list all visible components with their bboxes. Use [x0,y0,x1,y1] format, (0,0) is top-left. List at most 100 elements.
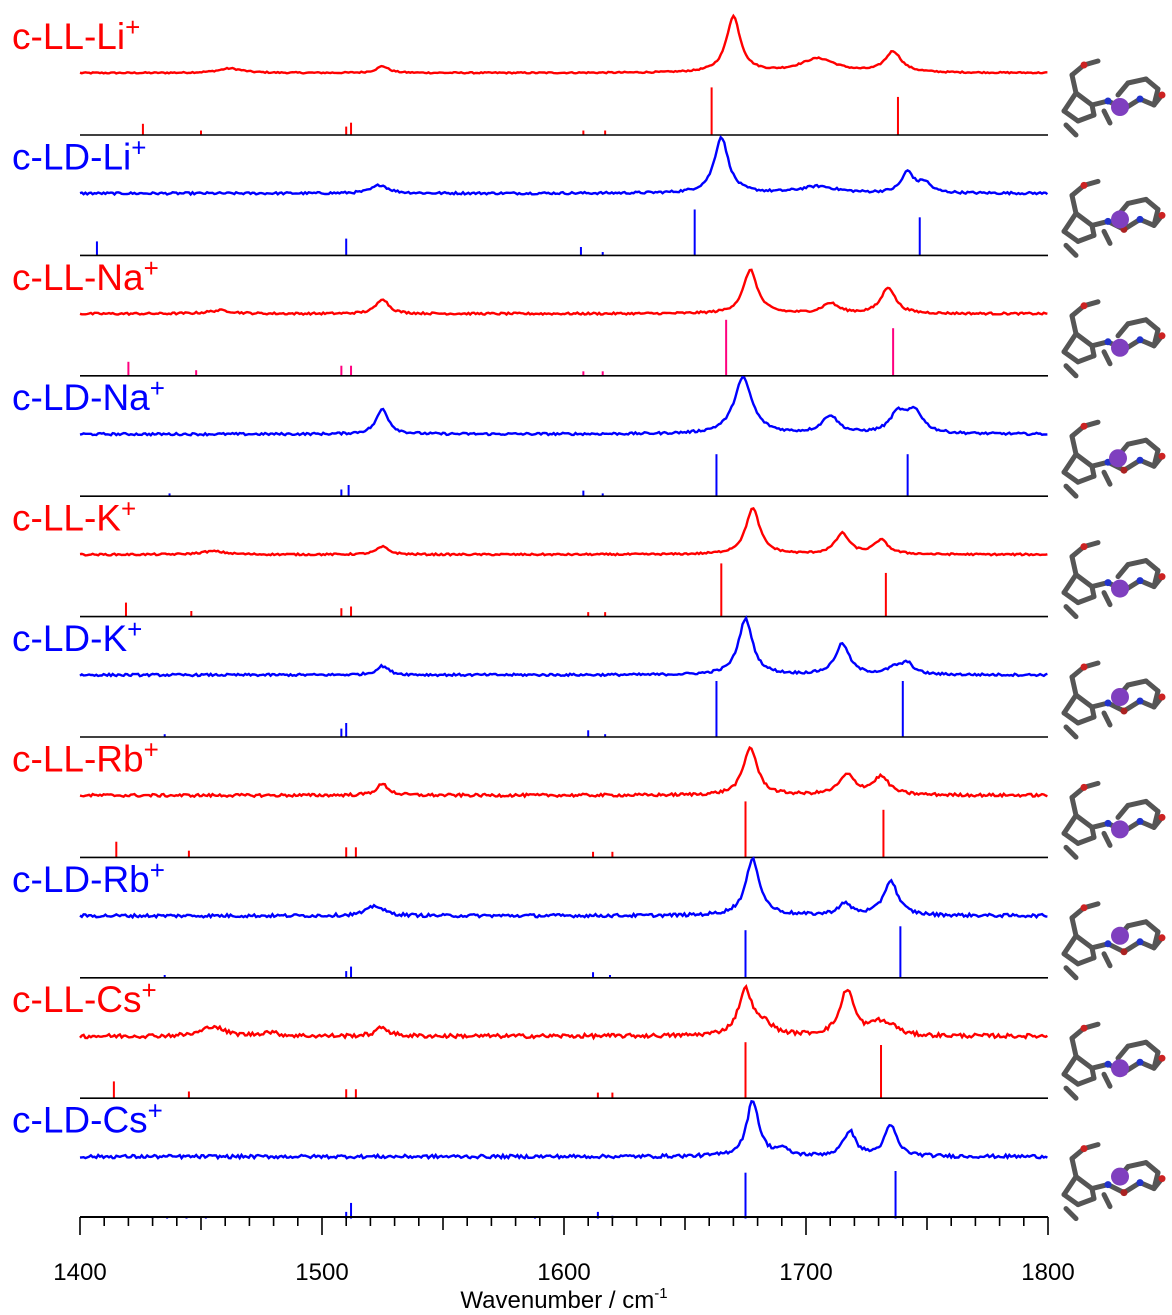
bond [1061,830,1081,846]
bond [1089,463,1097,479]
bond [1151,327,1161,349]
panel-c-LD-K: c-LD-K+ [12,614,1048,738]
bond [1061,692,1079,716]
bond [1063,122,1079,138]
bond [1069,674,1079,698]
molecule-structure [1061,780,1166,860]
atom-heteroatom [1080,302,1088,310]
bond [1061,933,1079,957]
bond [1073,90,1095,108]
atom-heteroatom [1158,211,1166,219]
bond [1143,437,1161,453]
molecule-structure [1061,58,1166,138]
bond [1125,558,1149,568]
bond [1143,196,1161,212]
bond [1125,678,1149,688]
series-label: c-LD-Li+ [12,132,146,177]
bond [1075,473,1097,485]
panel-c-LL-Rb: c-LL-Rb+ [12,734,1048,859]
bond [1061,1071,1081,1087]
x-tick-label: 1700 [779,1259,832,1286]
atom-heteroatom [1104,1060,1112,1068]
series-label-ion: + [121,494,136,524]
molecule-structure [1061,660,1166,740]
experimental-spectrum [79,1099,1048,1161]
molecule-structure [1061,540,1166,620]
bond [1151,808,1161,830]
metal-ion-atom [1111,688,1129,706]
bond [1061,1192,1081,1208]
atom-heteroatom [1080,181,1088,189]
experimental-spectrum [79,135,1049,197]
atom-heteroatom [1104,579,1112,587]
experimental-spectrum [79,615,1048,678]
series-label-ion: + [144,253,159,283]
experimental-spectrum [79,13,1048,75]
bond [1143,558,1161,574]
atom-heteroatom [1080,1024,1088,1032]
metal-ion-atom [1111,210,1129,229]
bond [1069,313,1079,337]
bond [1089,824,1097,840]
bond [1101,1071,1113,1089]
atom-heteroatom [1158,1175,1166,1183]
bond [1061,812,1079,836]
series-label-ion: + [142,975,157,1005]
bond [1101,951,1113,969]
series-label-ion: + [148,1096,163,1126]
bond [1075,594,1097,606]
series-label: c-LL-Na+ [12,253,159,298]
bond [1063,724,1079,740]
atom-heteroatom [1104,217,1112,225]
bond [1089,222,1097,238]
series-label-name: c-LL-Na [12,257,144,298]
atom-heteroatom [1158,693,1166,701]
atom-heteroatom [1136,215,1144,223]
x-tick-label: 1600 [537,1259,590,1286]
bond [1069,72,1079,96]
bond [1073,1053,1095,1071]
bond [1063,604,1079,620]
bond [1089,945,1097,961]
bond [1151,86,1161,108]
panel-c-LL-Cs: c-LL-Cs+ [12,975,1048,1099]
bond [1073,331,1095,349]
atom-heteroatom [1136,697,1144,705]
bond [1061,228,1081,244]
x-axis-label-text: Wavenumber / cm [460,1287,654,1314]
bond [1143,919,1161,935]
molecule-structure [1061,901,1166,981]
bond [1073,812,1095,830]
panel-c-LD-Cs: c-LD-Cs+ [12,1096,1048,1219]
series-label-name: c-LL-Rb [12,738,144,779]
series-label-name: c-LL-K [12,498,121,539]
series-label-ion: + [150,373,165,403]
bond [1151,929,1161,951]
spectra-panels: c-LL-Li+c-LD-Li+c-LL-Na+c-LD-Na+c-LL-K+c… [12,12,1049,1219]
bond [1063,363,1079,379]
atom-heteroatom [1080,61,1088,69]
bond [1075,1075,1097,1087]
atom-heteroatom [1104,699,1112,707]
molecular-structures [1061,58,1166,1222]
bond [1061,331,1079,355]
bond [1151,568,1161,590]
bond [1061,451,1079,475]
series-label: c-LD-Cs+ [12,1096,163,1141]
atom-heteroatom [1136,456,1144,464]
atom-heteroatom [1158,1054,1166,1062]
metal-ion-atom [1111,1059,1129,1078]
bond [1125,196,1149,206]
bond [1151,688,1161,710]
atom-heteroatom [1158,91,1166,99]
bond [1063,965,1079,981]
metal-ion-atom [1111,820,1129,839]
panel-c-LL-Li: c-LL-Li+ [12,12,1048,136]
bond [1089,584,1097,600]
experimental-spectrum [79,506,1048,557]
atom-heteroatom [1104,338,1112,346]
bond [1151,206,1161,228]
bond [1115,321,1131,339]
atom-heteroatom [1158,332,1166,340]
bond [1125,76,1149,86]
